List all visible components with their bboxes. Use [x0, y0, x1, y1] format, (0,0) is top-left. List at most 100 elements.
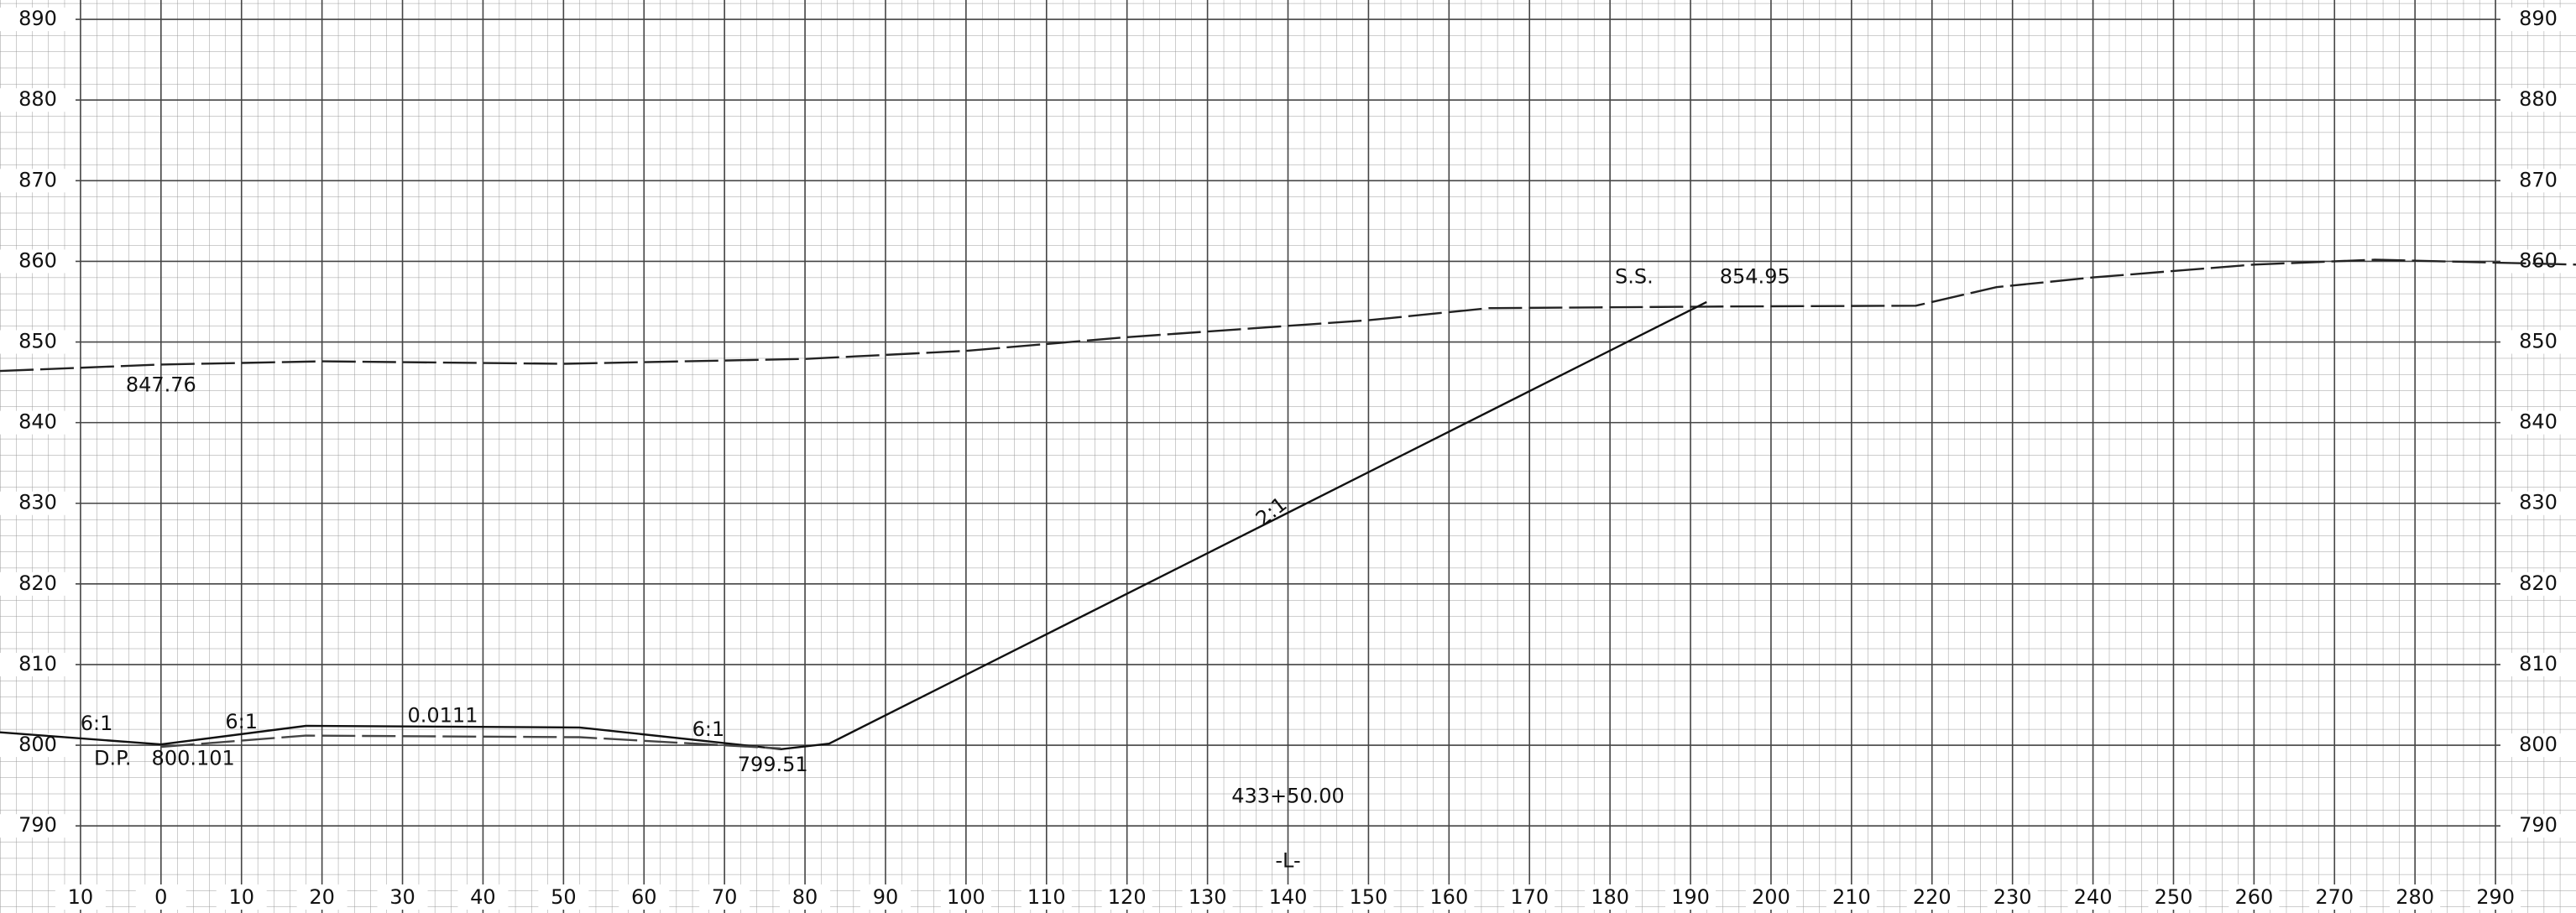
label-bg	[1987, 884, 2038, 910]
label-bg	[1504, 884, 1555, 910]
label-bg	[0, 249, 76, 274]
label-bg	[0, 652, 76, 676]
label-bg	[2500, 652, 2576, 676]
label-bg	[2470, 884, 2521, 910]
label-bg	[1021, 884, 1072, 910]
x-tick-label: 80	[792, 885, 818, 909]
x-tick-label: 200	[1752, 885, 1790, 909]
label-bg	[1826, 884, 1877, 910]
section-line	[0, 300, 1707, 751]
x-tick-label: 250	[2155, 885, 2193, 909]
y-tick-label: 860	[18, 248, 57, 272]
label-bg	[2500, 814, 2576, 838]
label-bg	[2148, 884, 2199, 910]
y-tick-label-right: 790	[2519, 813, 2558, 837]
label-bg	[0, 571, 76, 596]
label-bg	[1745, 884, 1796, 910]
label-bg	[619, 884, 670, 910]
annotation: -L-	[1275, 848, 1300, 872]
y-tick-label: 890	[18, 7, 57, 30]
label-bg	[2067, 884, 2119, 910]
y-tick-label: 810	[18, 652, 57, 676]
y-tick-label-right: 830	[2519, 491, 2558, 514]
x-tick-label: 140	[1269, 885, 1308, 909]
annotation: 433+50.00	[1231, 785, 1345, 808]
y-tick-label-right: 850	[2519, 330, 2558, 353]
label-bg	[940, 884, 991, 910]
label-bg	[1585, 884, 1636, 910]
label-bg	[2500, 88, 2576, 112]
label-bg	[0, 169, 76, 193]
x-tick-label: 290	[2476, 885, 2515, 909]
x-tick-label: 160	[1429, 885, 1468, 909]
x-tick-label: 180	[1591, 885, 1629, 909]
label-bg	[1101, 884, 1152, 910]
label-bg	[2500, 8, 2576, 32]
label-bg	[699, 884, 750, 910]
annotation: 6:1	[692, 717, 725, 741]
x-tick-label: 280	[2396, 885, 2434, 909]
label-bg	[0, 410, 76, 435]
label-bg	[2229, 884, 2280, 910]
label-bg	[2500, 249, 2576, 274]
x-tick-label: 260	[2234, 885, 2273, 909]
label-bg	[377, 884, 428, 910]
x-tick-label: 10	[68, 885, 94, 909]
label-bg	[216, 884, 267, 910]
y-tick-label: 850	[18, 330, 57, 353]
label-bg	[2500, 571, 2576, 596]
x-tick-label: 210	[1832, 885, 1871, 909]
annotation: D.P.	[94, 746, 131, 770]
y-tick-label-right: 880	[2519, 87, 2558, 111]
x-tick-label: 220	[1913, 885, 1952, 909]
annotation: 854.95	[1720, 265, 1790, 289]
label-bg	[1906, 884, 1957, 910]
y-tick-label-right: 840	[2519, 410, 2558, 434]
label-bg	[0, 814, 76, 838]
y-tick-label-right: 890	[2519, 7, 2558, 30]
label-bg	[1182, 884, 1233, 910]
label-bg	[780, 884, 831, 910]
y-tick-label: 790	[18, 813, 57, 837]
x-tick-label: 120	[1108, 885, 1147, 909]
section-line	[0, 258, 2576, 373]
label-bg	[0, 491, 76, 515]
label-bg	[1424, 884, 1475, 910]
annotation: 799.51	[738, 753, 808, 776]
x-tick-label: 60	[631, 885, 657, 909]
y-tick-label: 830	[18, 491, 57, 514]
x-tick-label: 230	[1993, 885, 2032, 909]
x-tick-label: 240	[2074, 885, 2113, 909]
annotation: S.S.	[1615, 265, 1654, 289]
label-bg	[457, 884, 509, 910]
label-bg	[2500, 410, 2576, 435]
y-tick-label-right: 800	[2519, 733, 2558, 756]
y-tick-label-right: 820	[2519, 571, 2558, 595]
label-bg	[55, 884, 106, 910]
label-bg	[1343, 884, 1394, 910]
label-bg	[296, 884, 347, 910]
label-bg	[1665, 884, 1716, 910]
x-tick-label: 10	[228, 885, 254, 909]
label-bg	[1262, 884, 1314, 910]
y-tick-label-right: 870	[2519, 168, 2558, 191]
x-tick-label: 150	[1350, 885, 1388, 909]
label-bg	[2500, 733, 2576, 758]
label-bg	[0, 88, 76, 112]
y-tick-label: 820	[18, 571, 57, 595]
x-tick-label: 90	[873, 885, 899, 909]
label-bg	[538, 884, 589, 910]
x-tick-label: 70	[712, 885, 738, 909]
label-bg	[135, 884, 186, 910]
x-tick-label: 50	[551, 885, 577, 909]
y-tick-label: 880	[18, 87, 57, 111]
label-bg	[2500, 330, 2576, 354]
x-tick-label: 110	[1027, 885, 1066, 909]
label-bg	[2500, 491, 2576, 515]
annotation: 0.0111	[407, 703, 478, 727]
label-bg	[2500, 169, 2576, 193]
annotation: 847.76	[126, 373, 196, 396]
annotation: 800.101	[152, 746, 235, 770]
x-tick-label: 170	[1510, 885, 1549, 909]
